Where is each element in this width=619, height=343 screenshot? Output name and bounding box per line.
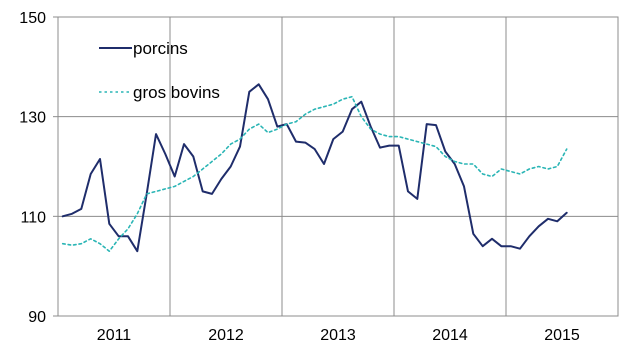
axis-ticks: 90 110 130 150 2011 2012 2013 2014 2015 — [19, 10, 580, 343]
y-tick-label: 110 — [20, 209, 46, 226]
x-tick-label: 2013 — [320, 327, 356, 343]
series-line-gros-bovins — [61, 95, 568, 252]
y-tick-label: 150 — [19, 10, 46, 27]
x-tick-label: 2015 — [544, 327, 580, 343]
legend-label: gros bovins — [133, 83, 220, 102]
y-tick-label: 90 — [28, 309, 46, 326]
x-tick-label: 2011 — [97, 327, 132, 343]
series-lines — [61, 83, 568, 253]
plot-area-border — [57, 16, 619, 317]
x-tick-label: 2014 — [432, 327, 468, 343]
legend: porcins gros bovins — [99, 39, 220, 102]
legend-label: porcins — [133, 39, 188, 58]
grid-lines — [58, 17, 618, 316]
y-tick-label: 130 — [19, 110, 46, 127]
x-tick-label: 2012 — [208, 327, 244, 343]
